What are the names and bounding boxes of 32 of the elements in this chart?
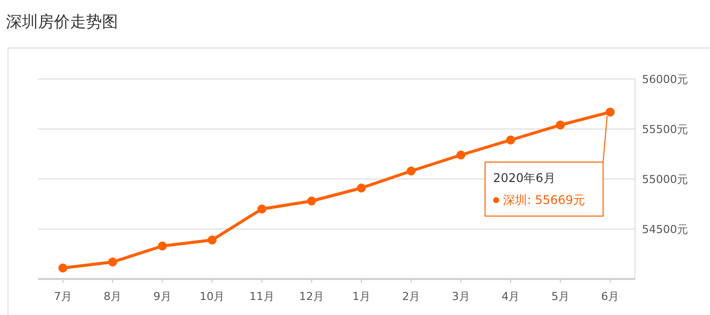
point: [506, 136, 516, 144]
y-tick-label: 54500元: [642, 223, 688, 236]
x-tick-label: 4月: [502, 290, 520, 303]
x-tick-label: 12月: [299, 290, 324, 303]
point: [257, 204, 266, 214]
x-tick-label: 7月: [54, 290, 72, 303]
point: [456, 150, 466, 160]
x-tick-label: 5月: [551, 290, 570, 303]
point: [556, 120, 565, 130]
chart-title: 深圳房价走势图: [6, 12, 118, 31]
x-tick-label: 9月: [153, 290, 172, 303]
point: [606, 108, 615, 117]
point: [208, 236, 217, 244]
x-tick-label: 11月: [249, 290, 274, 303]
point: [108, 258, 118, 266]
point: [158, 242, 167, 250]
point: [356, 184, 366, 192]
point: [406, 166, 416, 176]
x-tick-label: 10月: [200, 290, 225, 303]
x-tick-label: 1月: [352, 290, 370, 303]
x-tick-label: 6月: [601, 290, 620, 303]
x-tick-label: 8月: [104, 290, 122, 303]
point: [58, 264, 68, 272]
x-tick-label: 3月: [452, 290, 470, 303]
x-tick-label: 2月: [402, 290, 420, 303]
annotation: 深圳: 55669元: [503, 193, 586, 208]
y-tick-label: 55500元: [642, 123, 688, 136]
annotation: 2020年6月: [493, 171, 556, 186]
y-tick-label: 55000元: [642, 173, 688, 186]
tooltip: 2020年6月 深圳: 55669元: [484, 116, 608, 217]
y-tick-label: 56000元: [642, 73, 688, 86]
point: [307, 196, 316, 206]
